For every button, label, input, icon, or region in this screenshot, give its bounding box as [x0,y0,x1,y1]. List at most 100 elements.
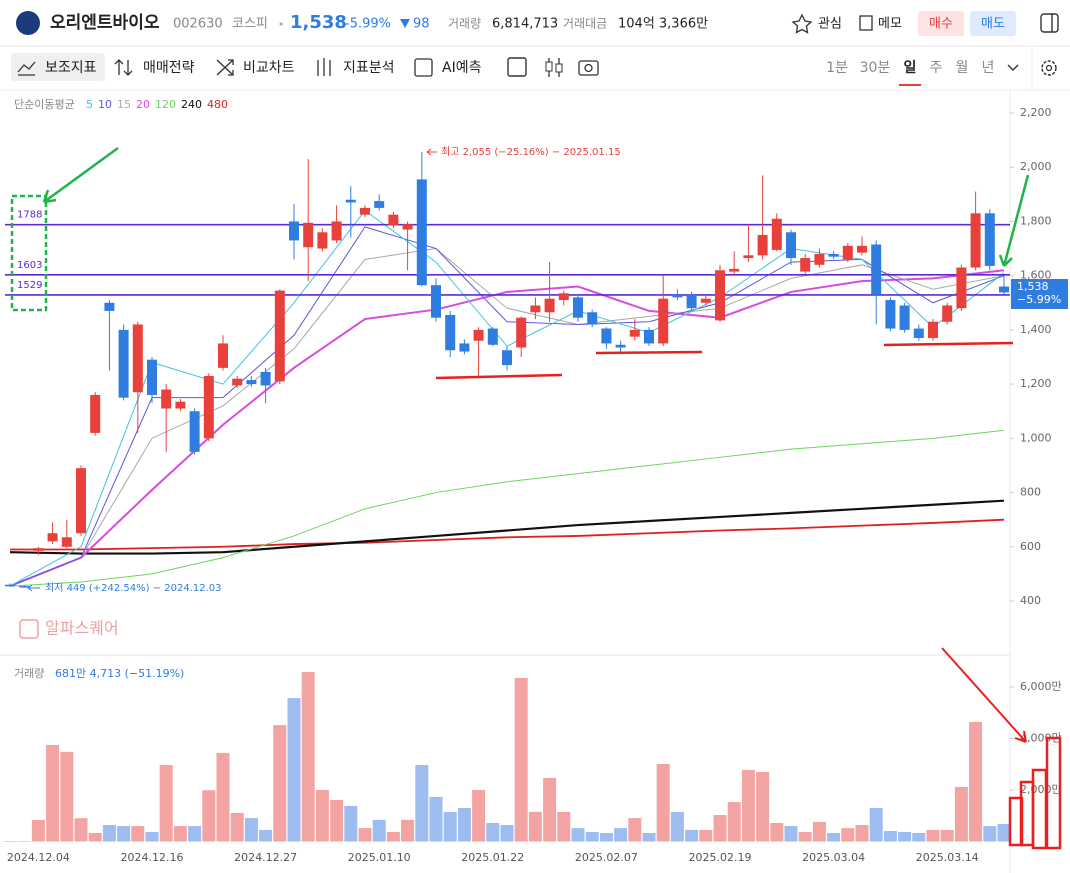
watch-button[interactable]: 관심 [818,17,842,32]
candle-body [970,213,981,268]
chevron[interactable] [1007,64,1019,71]
volume-bar [301,672,315,842]
candle-body [289,221,299,241]
ma-line [9,248,1005,587]
sell-button[interactable]: 매도 [981,17,1005,32]
memo-icon[interactable] [859,15,873,31]
candle-body [502,350,512,366]
period-active[interactable]: 일 [904,60,917,76]
tool[interactable]: 매매전략 [143,60,195,76]
volume-bar [713,814,727,842]
candle-body [487,328,498,345]
candle-body [402,224,413,230]
candle-tool-body [555,63,563,73]
period[interactable]: 월 [956,60,969,76]
candle-body [629,329,640,337]
ma-line [9,269,1005,588]
candle-body [76,468,86,534]
camera-tool[interactable] [578,60,599,76]
candle-body [757,235,768,256]
x-tick-label: 2025.01.22 [461,851,524,864]
candle-body [786,232,796,259]
ma-line [9,499,1005,555]
volume-bar [585,831,599,842]
period[interactable]: 30분 [860,60,891,76]
tool[interactable]: AI예측 [442,60,482,76]
volume-bar [486,822,500,842]
high-note: 최고 2,055 (−25.16%) − 2025.01.15 [441,146,621,158]
market: 코스피 [232,17,268,32]
star-icon[interactable] [791,13,813,34]
change-pct: -5.99% [345,17,391,32]
candle-body [558,293,569,301]
volume-bar [756,771,770,842]
volume-bar [358,828,372,842]
candle-body [658,298,669,344]
candle-body [913,328,924,339]
candle-body [842,245,853,260]
ma-legend-item: 20 [136,98,150,111]
buy-button-bg[interactable] [918,11,964,36]
volume-bar [74,818,88,842]
panel-icon[interactable] [1040,13,1059,33]
amount-value: 104억 3,366만 [618,17,708,32]
price-tag: 1,538 [1017,280,1049,293]
ma-title: 단순이동평균 [14,98,75,111]
y-tick-label: 1,000 [1020,431,1052,444]
volume-bar [188,826,202,842]
volume-bar [131,826,145,842]
volume-bar [969,722,983,842]
period-underline [899,84,921,86]
amount-label: 거래대금 [563,17,607,31]
candle-body [984,213,995,266]
period[interactable]: 년 [982,60,995,76]
volume-bar [514,677,528,842]
memo-button[interactable]: 메모 [878,17,902,32]
tool[interactable]: 지표분석 [343,60,395,76]
volume-bar [812,821,826,842]
candle-body [644,329,654,344]
volume-bar [926,829,940,842]
candle-body [218,343,228,368]
gear-icon[interactable] [1041,60,1057,76]
volume-bar [699,829,713,842]
candle-body [331,221,342,241]
buy-button[interactable]: 매수 [929,17,953,32]
candle-body [587,312,598,325]
volume-bar [656,763,670,842]
candle-body [871,244,882,295]
checkbox-tool[interactable] [507,57,527,77]
candle-body [928,321,938,339]
y-tick-label: 600 [1020,540,1041,553]
tool[interactable]: 보조지표 [45,60,97,76]
sell-button-bg[interactable] [970,11,1016,36]
candle-body [303,222,314,248]
candle-body [530,305,541,313]
period[interactable]: 1분 [826,60,848,76]
volume-bar [614,828,628,842]
volume-tick-label: 2,000만 [1020,783,1062,796]
volume-bar [3,840,17,842]
period[interactable]: 주 [930,60,943,76]
price-tag-pct: −5.99% [1017,293,1061,306]
high-arrow [426,148,437,156]
candle-body [104,302,115,311]
price: 1,538 [290,12,347,33]
volume-bar [386,831,400,842]
x-tick-label: 2025.02.19 [689,851,752,864]
x-tick-label: 2025.02.07 [575,851,638,864]
candle-body [729,268,740,272]
volume-bar [883,830,897,842]
candle-body [431,285,441,318]
tool[interactable]: 비교차트 [243,60,295,76]
tool-icon [216,59,234,76]
y-tick-label: 400 [1020,594,1041,607]
candle-body [416,179,427,286]
candle-body [857,245,867,253]
tool-active-bg[interactable] [11,53,105,81]
volume-bar [798,831,812,842]
volume-bar [429,796,443,842]
ma-line [9,429,1005,587]
x-tick-label: 2025.03.04 [802,851,865,864]
volume-bar [841,828,855,842]
